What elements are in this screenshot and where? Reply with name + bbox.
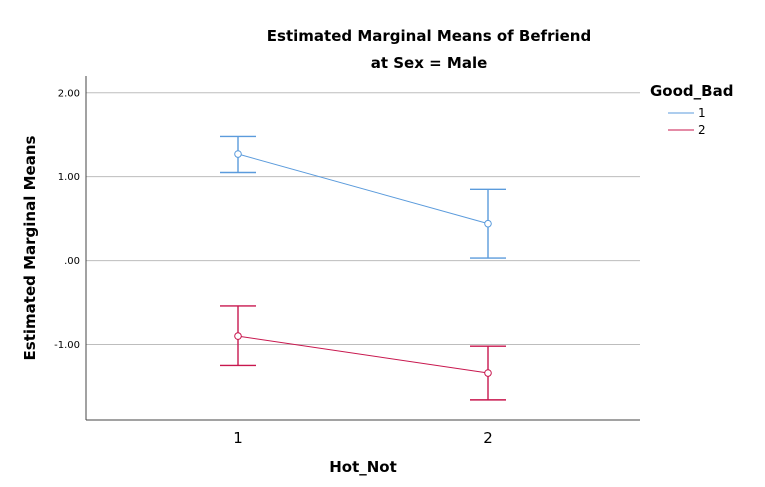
x-tick-label: 2 — [483, 429, 493, 447]
series-2 — [220, 305, 506, 401]
y-tick-label: 1.00 — [58, 172, 80, 183]
y-tick-label: .00 — [64, 256, 80, 267]
data-point — [484, 369, 492, 377]
y-tick-label: -1.00 — [54, 340, 80, 351]
x-axis-title: Hot_Not — [329, 458, 397, 476]
legend-label: 1 — [698, 106, 706, 120]
series-line — [237, 335, 489, 374]
legend-label: 2 — [698, 123, 706, 137]
y-tick-labels: 2.00 1.00 .00 -1.00 — [54, 88, 80, 351]
data-point — [484, 219, 492, 228]
y-tick-label: 2.00 — [58, 88, 80, 99]
series-layer — [220, 135, 506, 401]
x-tick-label: 1 — [233, 429, 243, 447]
legend-items: 12 — [668, 106, 706, 137]
series-line — [237, 153, 489, 225]
chart-subtitle: at Sex = Male — [371, 54, 488, 72]
data-point — [234, 150, 242, 158]
series-1 — [220, 135, 506, 259]
legend: Good_Bad 12 — [650, 82, 733, 137]
plot-frame — [85, 76, 640, 421]
legend-title: Good_Bad — [650, 82, 733, 100]
gridlines — [86, 92, 640, 345]
data-point — [234, 332, 242, 340]
chart-title: Estimated Marginal Means of Befriend — [267, 27, 591, 45]
y-axis-title: Estimated Marginal Means — [21, 136, 39, 361]
